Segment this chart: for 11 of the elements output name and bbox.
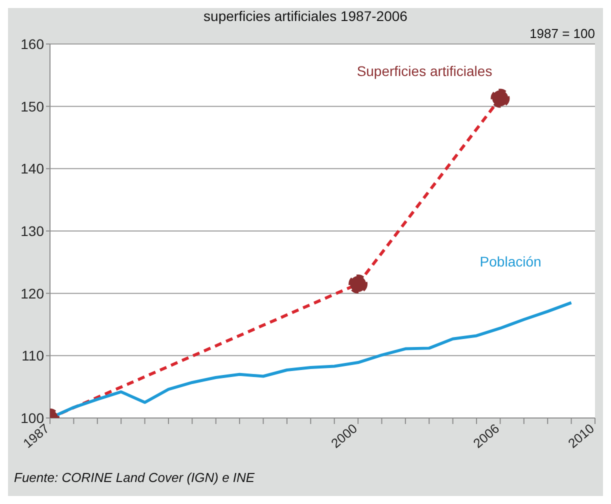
y-tick-label: 120	[20, 285, 44, 302]
text: Población	[480, 254, 542, 270]
y-tick-label: 140	[20, 160, 44, 177]
chart-title: superficies artificiales 1987-2006	[202, 8, 408, 24]
text: 1987 = 100	[530, 26, 595, 41]
y-tick-label: 150	[20, 98, 44, 114]
series-label: Superficies artificiales	[356, 63, 492, 80]
y-tick-label: 160	[20, 36, 44, 52]
y-tick-label: 110	[22, 348, 44, 364]
y-tick-label: 130	[20, 222, 44, 239]
source-note: Fuente: CORINE Land Cover (IGN) e INE	[14, 470, 255, 485]
